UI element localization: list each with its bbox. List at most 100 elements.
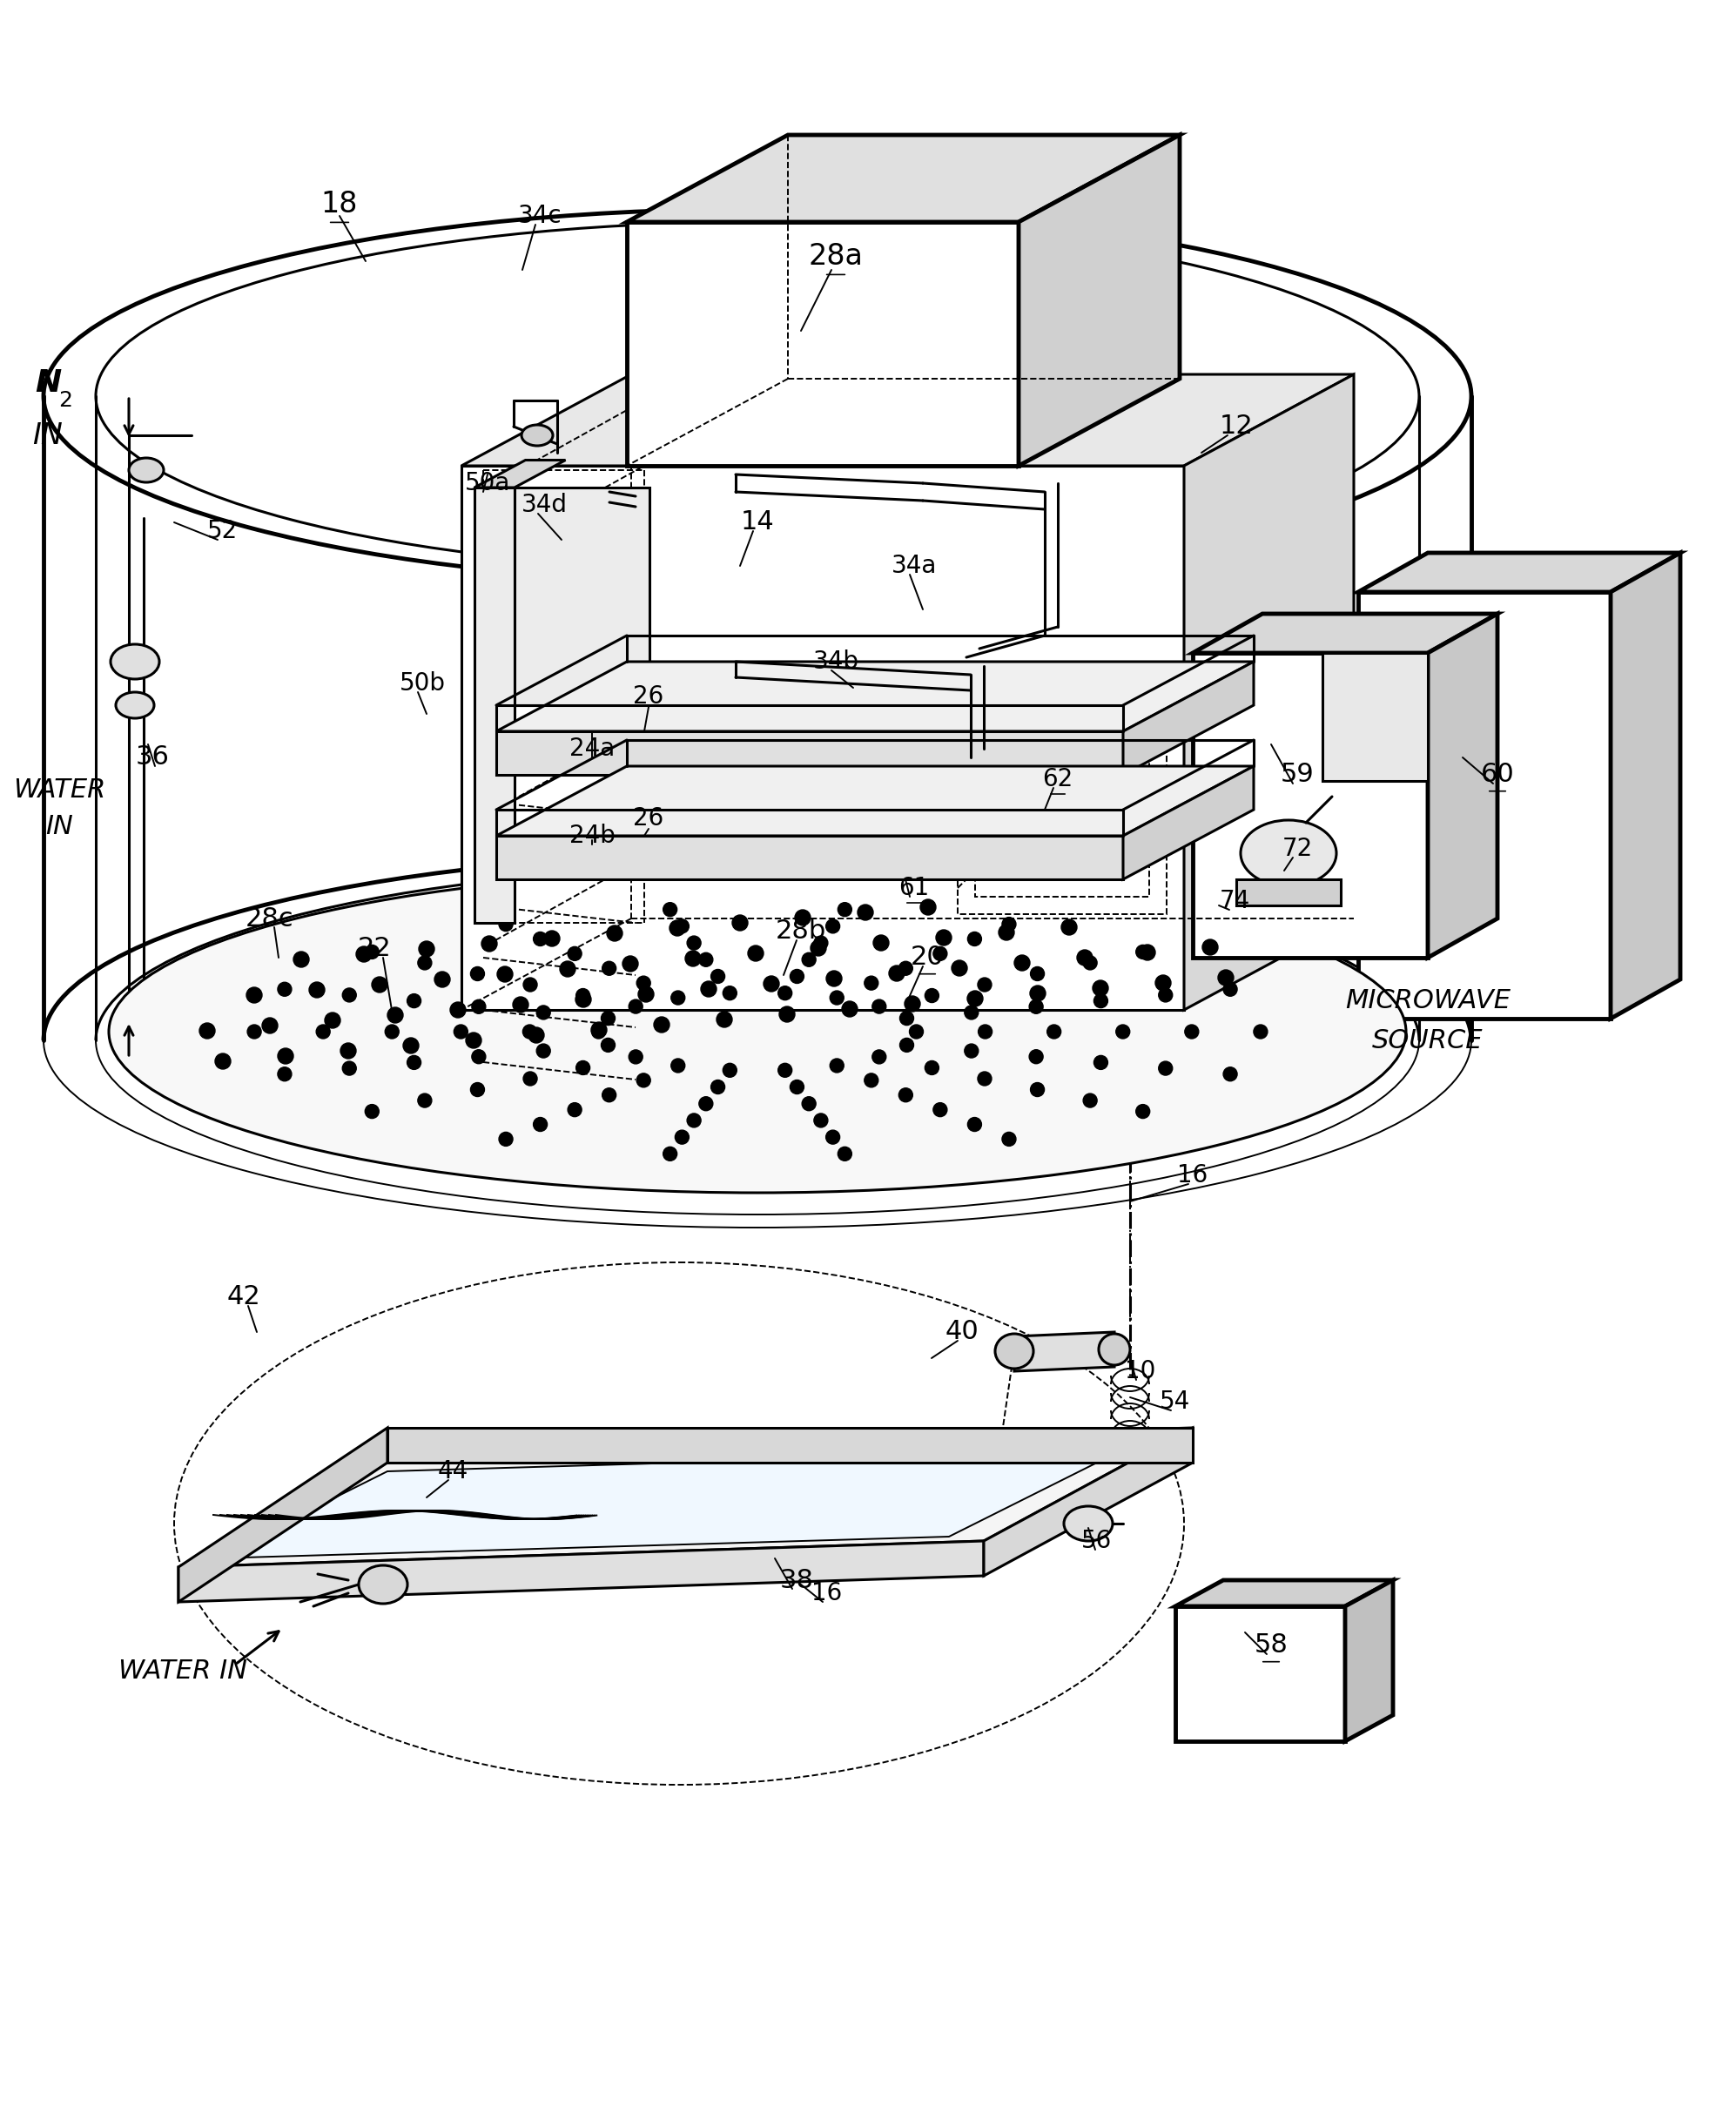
Circle shape (543, 931, 559, 946)
Text: 26: 26 (634, 807, 663, 830)
Circle shape (1158, 988, 1172, 1002)
Ellipse shape (1064, 1506, 1113, 1542)
Circle shape (1219, 971, 1234, 986)
Circle shape (1061, 920, 1076, 935)
Polygon shape (1175, 1580, 1392, 1607)
Text: 60: 60 (1481, 762, 1514, 788)
Circle shape (1158, 1061, 1172, 1076)
Polygon shape (1236, 880, 1340, 906)
Circle shape (639, 986, 654, 1002)
Circle shape (663, 903, 677, 916)
Text: WATER: WATER (12, 777, 106, 802)
Polygon shape (1184, 375, 1354, 1011)
Polygon shape (1427, 613, 1498, 958)
Circle shape (278, 981, 292, 996)
Circle shape (1094, 1055, 1108, 1070)
Circle shape (568, 948, 582, 960)
Circle shape (701, 981, 717, 996)
Circle shape (802, 952, 816, 967)
Circle shape (1224, 981, 1238, 996)
Text: 34d: 34d (521, 493, 568, 518)
Circle shape (1116, 1026, 1130, 1038)
Circle shape (533, 933, 547, 946)
Polygon shape (496, 731, 1123, 775)
Circle shape (1224, 1068, 1238, 1080)
Circle shape (247, 1026, 260, 1038)
Circle shape (925, 988, 939, 1002)
Polygon shape (179, 1542, 984, 1603)
Circle shape (873, 935, 889, 950)
Circle shape (920, 899, 936, 914)
Text: 61: 61 (899, 876, 929, 899)
Circle shape (663, 1148, 677, 1160)
Circle shape (700, 952, 713, 967)
Polygon shape (179, 1428, 387, 1603)
Circle shape (826, 971, 842, 986)
Text: 22: 22 (358, 937, 391, 962)
Circle shape (977, 977, 991, 992)
Circle shape (601, 1038, 615, 1053)
Text: 52: 52 (207, 518, 238, 543)
Circle shape (700, 1097, 713, 1110)
Circle shape (340, 1042, 356, 1059)
Polygon shape (1123, 767, 1253, 880)
Circle shape (802, 1097, 816, 1110)
Circle shape (247, 988, 262, 1002)
Circle shape (309, 981, 325, 998)
Circle shape (1092, 979, 1108, 996)
Circle shape (1083, 1093, 1097, 1108)
Polygon shape (984, 1428, 1193, 1575)
Ellipse shape (101, 225, 1415, 567)
Text: 24b: 24b (569, 823, 615, 849)
Polygon shape (1123, 661, 1253, 775)
Text: 16: 16 (812, 1582, 842, 1605)
Circle shape (712, 1080, 726, 1093)
Circle shape (1253, 1026, 1267, 1038)
Circle shape (1031, 967, 1045, 981)
Ellipse shape (359, 1565, 408, 1603)
Circle shape (965, 1045, 979, 1057)
Circle shape (779, 1007, 795, 1021)
Circle shape (576, 988, 590, 1002)
Circle shape (1029, 1000, 1043, 1013)
Ellipse shape (1099, 1333, 1130, 1365)
Circle shape (365, 1104, 378, 1118)
Circle shape (814, 935, 828, 950)
Circle shape (575, 992, 592, 1007)
Circle shape (1094, 994, 1108, 1009)
Circle shape (342, 1061, 356, 1076)
Circle shape (865, 975, 878, 990)
Circle shape (472, 1000, 486, 1013)
Circle shape (1047, 1026, 1061, 1038)
Text: 12: 12 (1219, 415, 1253, 440)
Circle shape (717, 1011, 733, 1028)
Circle shape (498, 1133, 512, 1146)
Circle shape (200, 1024, 215, 1038)
Ellipse shape (95, 221, 1418, 571)
Circle shape (418, 941, 434, 956)
Circle shape (533, 1118, 547, 1131)
Polygon shape (514, 489, 649, 706)
Polygon shape (462, 375, 1354, 465)
Circle shape (628, 1000, 642, 1013)
Text: 62: 62 (1042, 767, 1073, 792)
Circle shape (722, 986, 736, 1000)
Circle shape (365, 946, 378, 958)
Circle shape (523, 1072, 536, 1085)
Circle shape (790, 1080, 804, 1093)
Circle shape (686, 950, 701, 967)
Circle shape (637, 1074, 651, 1087)
Polygon shape (214, 1449, 1123, 1558)
Text: 56: 56 (1082, 1529, 1113, 1552)
Circle shape (406, 994, 422, 1009)
Circle shape (623, 956, 639, 971)
Circle shape (637, 975, 651, 990)
Circle shape (1135, 946, 1149, 958)
Circle shape (1135, 1104, 1149, 1118)
Circle shape (387, 1007, 403, 1024)
Text: 26: 26 (634, 684, 663, 710)
Text: 40: 40 (944, 1318, 979, 1344)
Circle shape (434, 971, 450, 988)
Circle shape (934, 948, 948, 960)
Circle shape (951, 960, 967, 975)
